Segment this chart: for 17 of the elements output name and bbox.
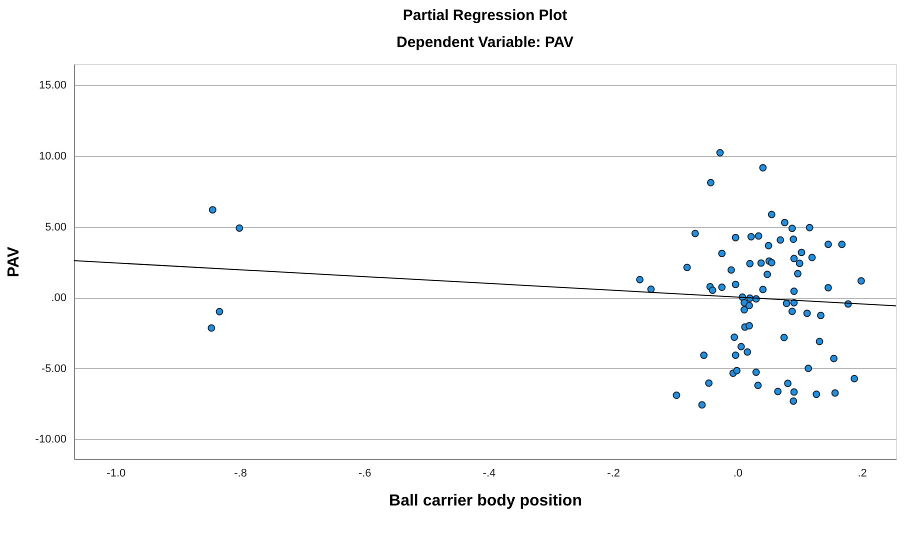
y-tick-label: 10.00 — [38, 150, 66, 163]
x-tick-label: -.2 — [607, 468, 620, 480]
y-tick-label: -10.00 — [35, 434, 66, 446]
y-tick-label: .00 — [51, 292, 66, 304]
x-tick-label: .2 — [858, 468, 867, 480]
x-tick-label: .0 — [733, 468, 743, 480]
y-tick-label: 5.00 — [45, 221, 66, 234]
x-tick-label: -.6 — [358, 468, 372, 480]
y-tick-label: -5.00 — [41, 362, 66, 375]
x-axis-title: Ball carrier body position — [389, 492, 582, 510]
y-axis-title: PAV — [5, 246, 22, 278]
chart-title: Partial Regression Plot — [402, 7, 568, 24]
x-tick-label: -1.0 — [106, 468, 126, 480]
y-tick-label: 15.00 — [38, 80, 66, 92]
x-tick-label: -.4 — [482, 468, 496, 480]
chart-subtitle: Dependent Variable: PAV — [396, 34, 574, 51]
x-tick-label: -.8 — [234, 468, 247, 480]
